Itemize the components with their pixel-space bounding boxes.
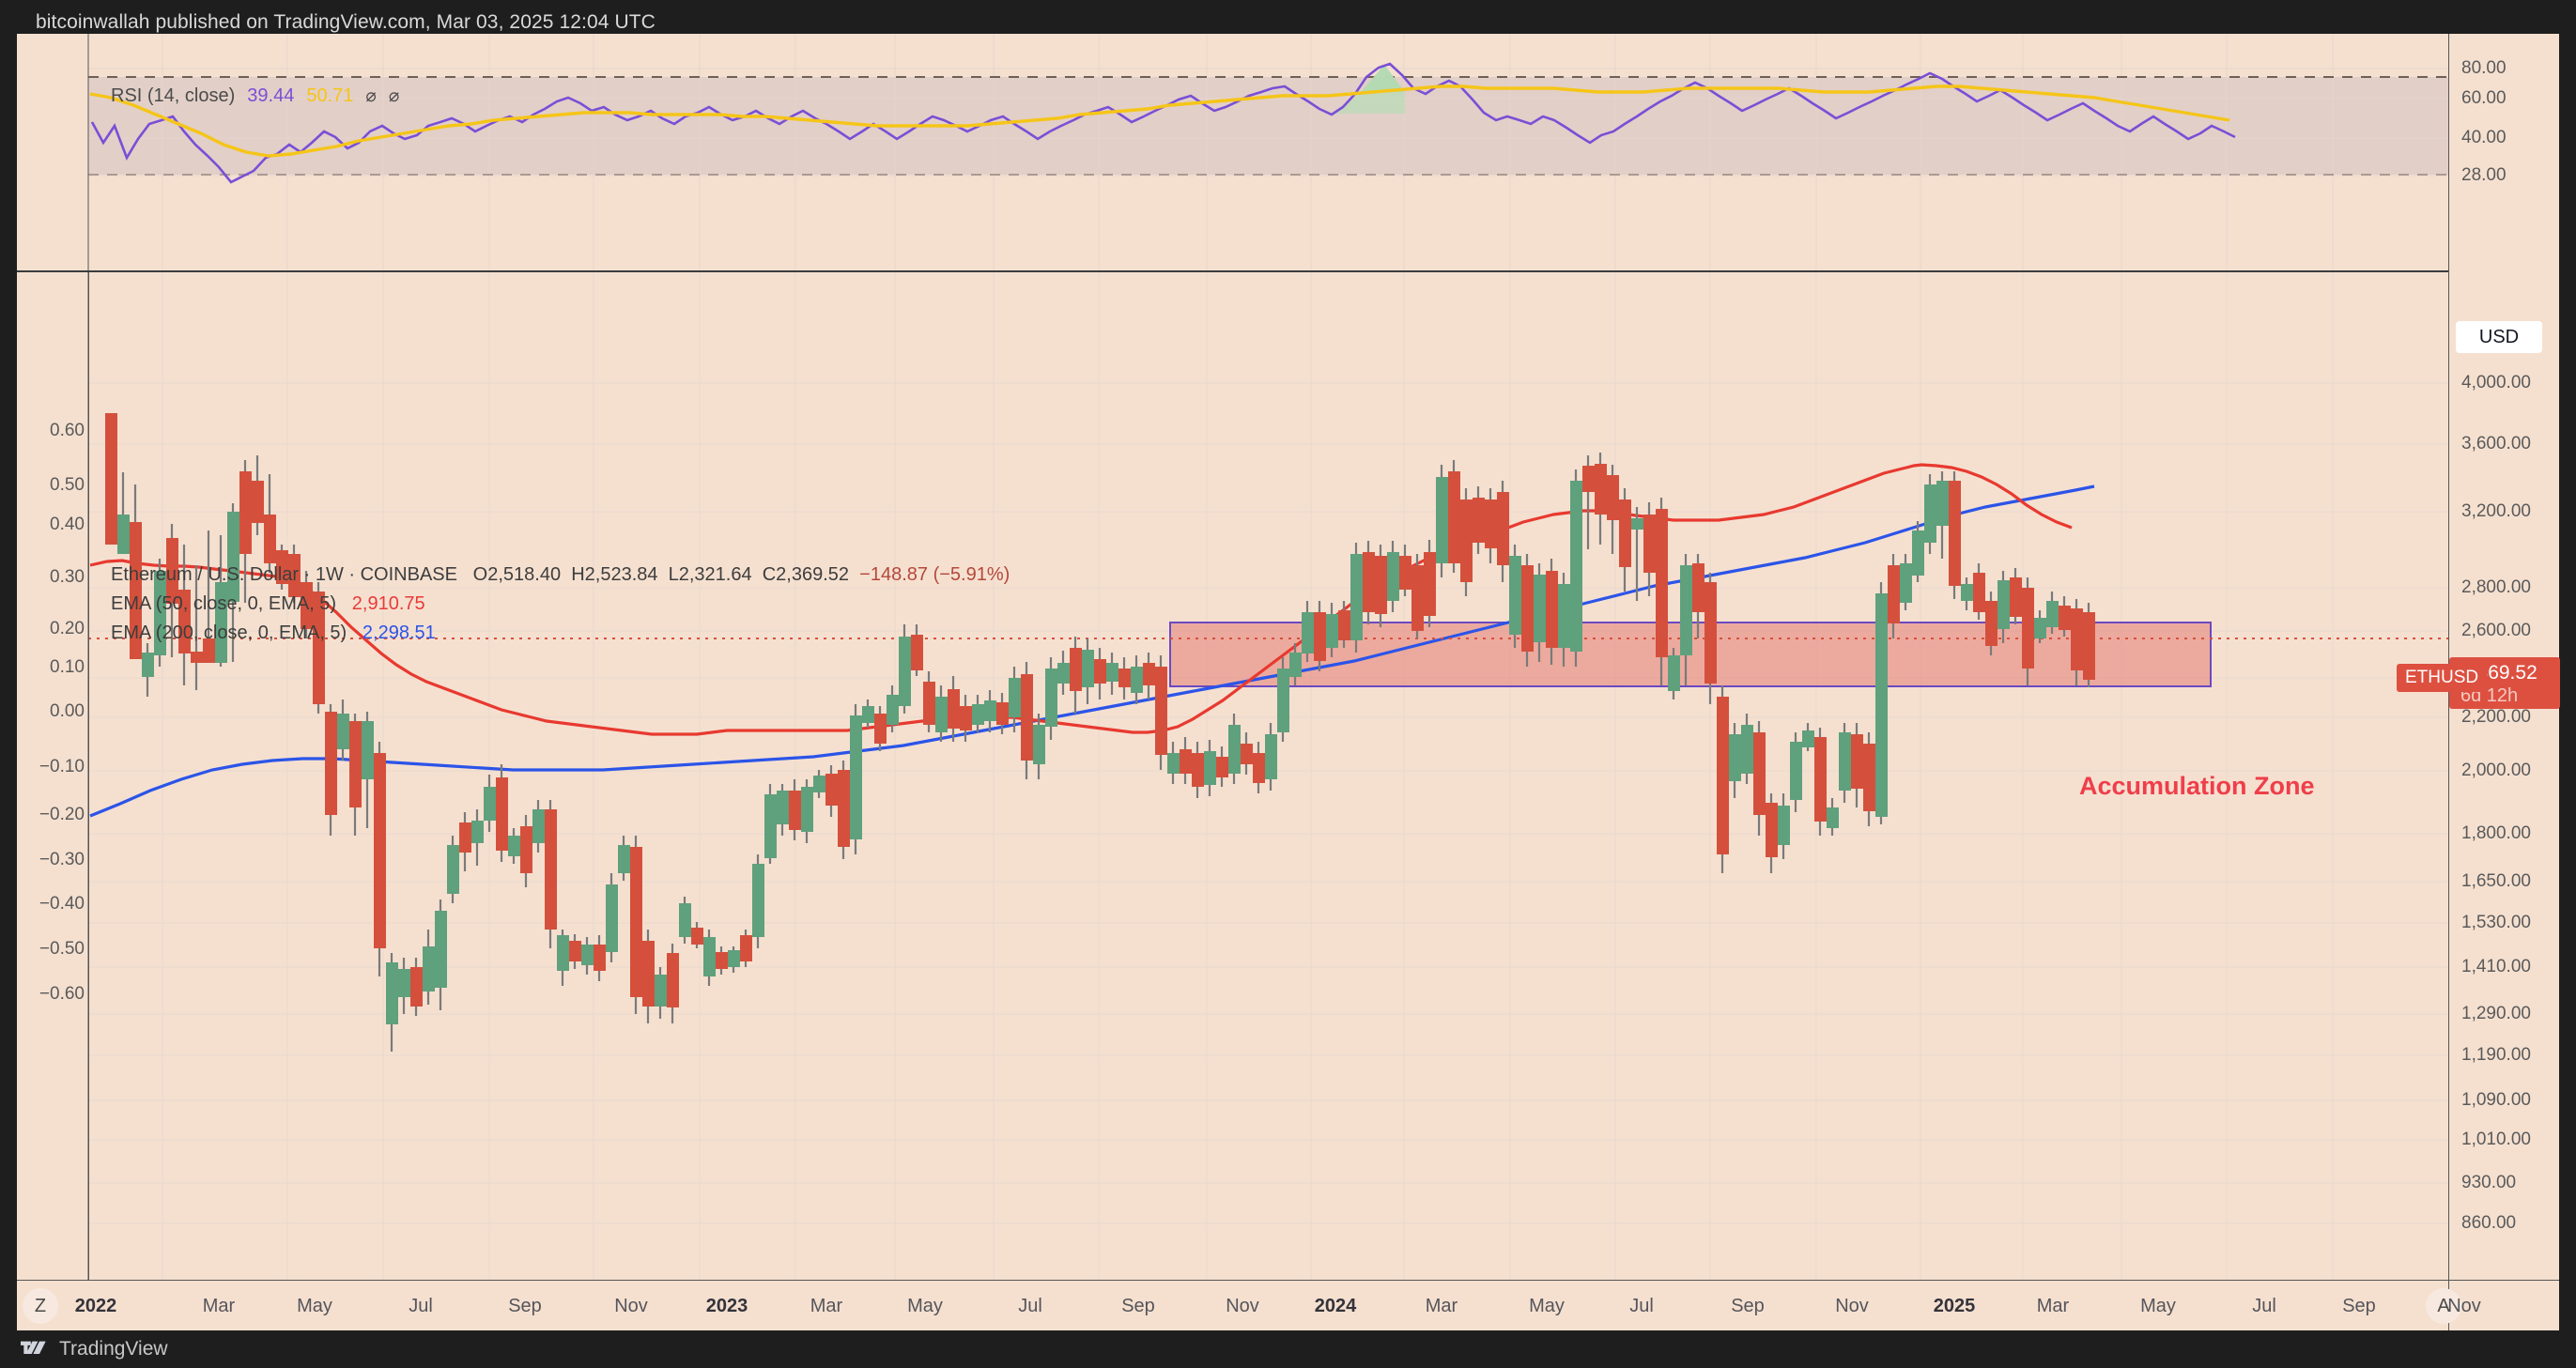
- price-pane[interactable]: Ethereum / U.S. Dollar · 1W · COINBASE O…: [17, 272, 2448, 1280]
- price-axis-tick: 1,290.00: [2461, 1004, 2531, 1023]
- symbol-title: Ethereum / U.S. Dollar · 1W · COINBASE: [111, 564, 457, 585]
- rsi-legend-title: RSI (14, close): [111, 85, 236, 106]
- time-axis-tick: Nov: [1226, 1296, 1259, 1316]
- time-axis-tick: Sep: [2342, 1296, 2376, 1316]
- time-axis-tick: Mar: [810, 1296, 843, 1316]
- brand-bar: TradingView: [0, 1330, 2576, 1368]
- ohlc-change: −148.87 (−5.91%): [859, 564, 1010, 585]
- ema50-title: EMA (50, close, 0, EMA, 5): [111, 593, 337, 614]
- ema50-value: 2,910.75: [351, 593, 425, 614]
- rsi-plot: [87, 34, 2448, 270]
- price-axis-tick: 2,200.00: [2461, 707, 2531, 727]
- time-axis-tick: 2024: [1314, 1296, 1357, 1316]
- symbol-row: Ethereum / U.S. Dollar · 1W · COINBASE O…: [111, 561, 1010, 590]
- time-axis-tick: May: [297, 1296, 332, 1316]
- time-axis-tick: Jul: [1629, 1296, 1654, 1316]
- price-axis-tick: 1,530.00: [2461, 913, 2531, 932]
- right-price-axis[interactable]: USD 2,369.52 6d 12h 4,000.00 3,600.00 3,20…: [2448, 34, 2560, 1280]
- ohlc-low: L2,321.64: [668, 564, 752, 585]
- price-axis-tick: 1,650.00: [2461, 871, 2531, 891]
- time-axis-tick: Mar: [202, 1296, 236, 1316]
- rsi-na-2-icon: ⌀: [388, 86, 400, 106]
- tradingview-logo-icon: [21, 1340, 49, 1359]
- price-axis-tick: 930.00: [2461, 1173, 2517, 1192]
- rsi-ma-legend-value: 50.71: [306, 85, 354, 106]
- ohlc-open: O2,518.40: [472, 564, 562, 585]
- time-axis-tick: May: [907, 1296, 943, 1316]
- time-axis-tick: Nov: [614, 1296, 648, 1316]
- ema200-row[interactable]: EMA (200, close, 0, EMA, 5) 2,298.51: [111, 619, 1010, 648]
- price-axis-tick: 1,800.00: [2461, 823, 2531, 843]
- price-legend[interactable]: Ethereum / U.S. Dollar · 1W · COINBASE O…: [111, 561, 1010, 648]
- time-axis-tick: 2023: [705, 1296, 748, 1316]
- time-axis-tick: Sep: [1731, 1296, 1765, 1316]
- candlestick-plot: [87, 272, 2448, 1280]
- time-axis-tick: 2025: [1933, 1296, 1976, 1316]
- symbol-price-tag: ETHUSD: [2397, 664, 2488, 692]
- price-axis-tick: 1,010.00: [2461, 1130, 2531, 1149]
- rsi-pane[interactable]: RSI (14, close) 39.44 50.71 ⌀ ⌀: [17, 34, 2448, 270]
- timezone-button[interactable]: Z: [23, 1288, 58, 1324]
- time-axis-tick: 2022: [74, 1296, 117, 1316]
- time-axis-tick: May: [2140, 1296, 2176, 1316]
- price-axis-tick: 2,600.00: [2461, 621, 2531, 640]
- time-axis-tick: Nov: [1835, 1296, 1869, 1316]
- rsi-na-1-icon: ⌀: [365, 86, 377, 106]
- chart-frame: RSI (14, close) 39.44 50.71 ⌀ ⌀: [17, 34, 2560, 1331]
- rsi-axis-tick: 60.00: [2461, 88, 2507, 108]
- price-axis-tick: 3,600.00: [2461, 434, 2531, 453]
- price-axis-tick: 1,410.00: [2461, 957, 2531, 976]
- price-axis-tick: 2,000.00: [2461, 761, 2531, 780]
- time-axis-tick: Sep: [1121, 1296, 1155, 1316]
- attribution-text: bitcoinwallah published on TradingView.c…: [36, 10, 656, 33]
- time-axis-tick: Jul: [1018, 1296, 1042, 1316]
- time-axis-tick: Nov: [2447, 1296, 2481, 1316]
- ema200-value: 2,298.51: [362, 623, 436, 643]
- brand-name: TradingView: [59, 1338, 168, 1360]
- rsi-legend[interactable]: RSI (14, close) 39.44 50.71 ⌀ ⌀: [111, 85, 399, 107]
- pane-separator[interactable]: [17, 270, 2448, 272]
- time-axis[interactable]: Z A 2022 Mar May Jul Sep Nov 2023 Mar May Jul Sep N…: [17, 1280, 2559, 1331]
- price-axis-tick: 860.00: [2461, 1213, 2517, 1233]
- price-axis-tick: 3,200.00: [2461, 501, 2531, 521]
- accumulation-zone-label: Accumulation Zone: [2079, 772, 2315, 800]
- time-axis-tick: Sep: [508, 1296, 542, 1316]
- rsi-legend-value: 39.44: [247, 85, 295, 106]
- rsi-axis-tick: 80.00: [2461, 58, 2507, 78]
- candles: [105, 413, 2095, 1052]
- time-axis-tick: Jul: [2252, 1296, 2276, 1316]
- time-axis-tick: Mar: [1425, 1296, 1458, 1316]
- ohlc-high: H2,523.84: [571, 564, 658, 585]
- ema200-title: EMA (200, close, 0, EMA, 5): [111, 623, 347, 643]
- ohlc-close: C2,369.52: [762, 564, 850, 585]
- price-axis-tick: 2,800.00: [2461, 577, 2531, 597]
- time-axis-tick: Mar: [2036, 1296, 2070, 1316]
- price-axis-tick: 1,090.00: [2461, 1090, 2531, 1110]
- ema50-row[interactable]: EMA (50, close, 0, EMA, 5) 2,910.75: [111, 590, 1010, 619]
- price-axis-tick: 4,000.00: [2461, 373, 2531, 392]
- currency-badge[interactable]: USD: [2456, 321, 2542, 353]
- rsi-axis-tick: 40.00: [2461, 128, 2507, 147]
- time-axis-tick: Jul: [409, 1296, 433, 1316]
- time-axis-tick: May: [1529, 1296, 1565, 1316]
- rsi-axis-tick: 28.00: [2461, 165, 2507, 185]
- candle-bodies: [105, 413, 2095, 1024]
- price-axis-tick: 1,190.00: [2461, 1045, 2531, 1065]
- auto-scale-button[interactable]: A: [2426, 1288, 2461, 1324]
- left-axis-border: [88, 272, 89, 1280]
